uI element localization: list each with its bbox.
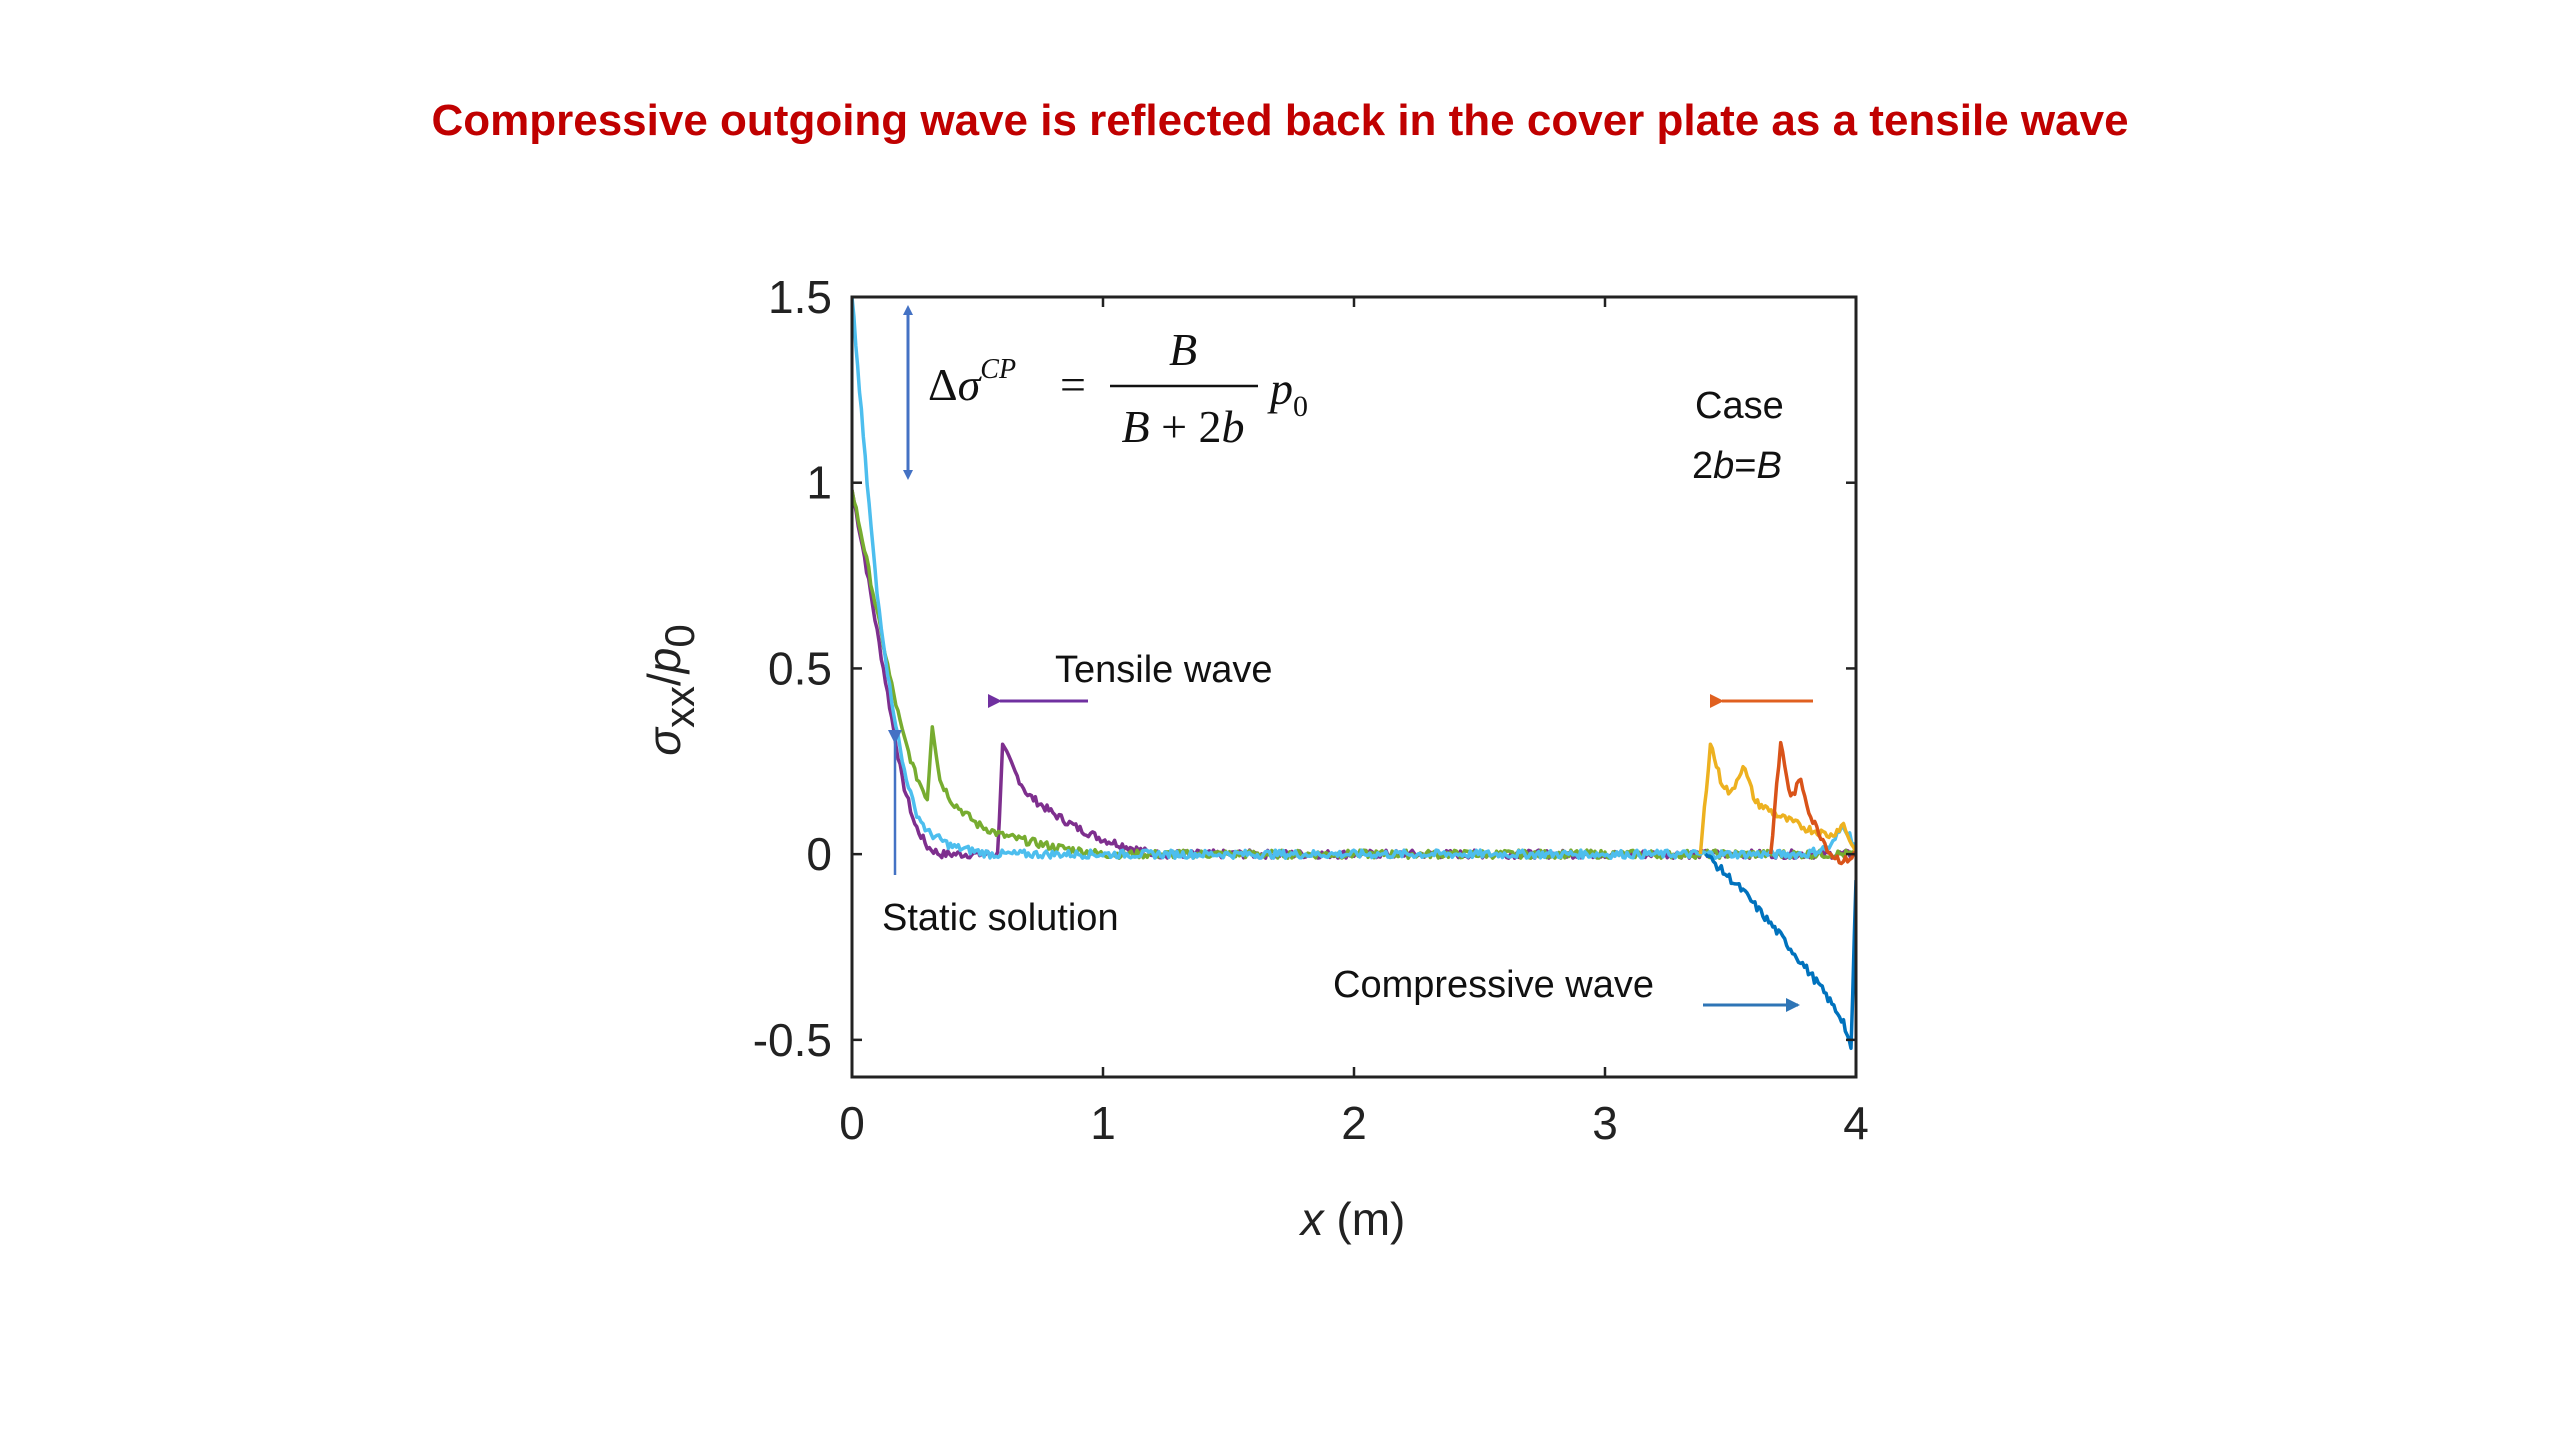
x-axis-label: x (m) <box>1299 1193 1406 1245</box>
y-tick-label: 1 <box>806 457 832 509</box>
svg-text:=: = <box>1060 359 1086 410</box>
y-tick-label: 0.5 <box>768 642 832 694</box>
axes: 0 1 2 3 4-0.500.511.5 <box>753 271 1869 1149</box>
svg-text:B + 2b: B + 2b <box>1121 401 1244 452</box>
slide-title: Compressive outgoing wave is reflected b… <box>431 96 2129 145</box>
case-formula-label: 2b=B <box>1692 445 1782 487</box>
formula-annotation: ΔσCP = B B + 2b p0 <box>903 305 1308 480</box>
compressive-wave-label: Compressive wave <box>1333 964 1654 1006</box>
x-tick-label: 1 <box>1090 1097 1116 1149</box>
y-tick-label: 1.5 <box>768 271 832 323</box>
svg-text:p0: p0 <box>1267 363 1308 423</box>
svg-text:B: B <box>1169 324 1197 375</box>
series-line-5 <box>1768 740 1856 866</box>
x-tick-label: 0 <box>839 1097 865 1149</box>
y-tick-label: -0.5 <box>753 1014 832 1066</box>
series-line-2 <box>852 297 1856 860</box>
x-tick-label: 2 <box>1341 1097 1367 1149</box>
tensile-wave-label: Tensile wave <box>1055 649 1273 691</box>
x-tick-label: 3 <box>1592 1097 1618 1149</box>
y-tick-label: 0 <box>806 828 832 880</box>
series-layer <box>852 297 1856 1051</box>
series-line-3 <box>1704 852 1856 1051</box>
case-label: Case <box>1695 385 1784 427</box>
svg-text:ΔσCP: ΔσCP <box>928 354 1016 410</box>
static-solution-label: Static solution <box>882 897 1119 939</box>
series-line-4 <box>1698 742 1856 855</box>
y-axis-label: σxx/p0 <box>638 624 703 755</box>
x-tick-label: 4 <box>1843 1097 1869 1149</box>
